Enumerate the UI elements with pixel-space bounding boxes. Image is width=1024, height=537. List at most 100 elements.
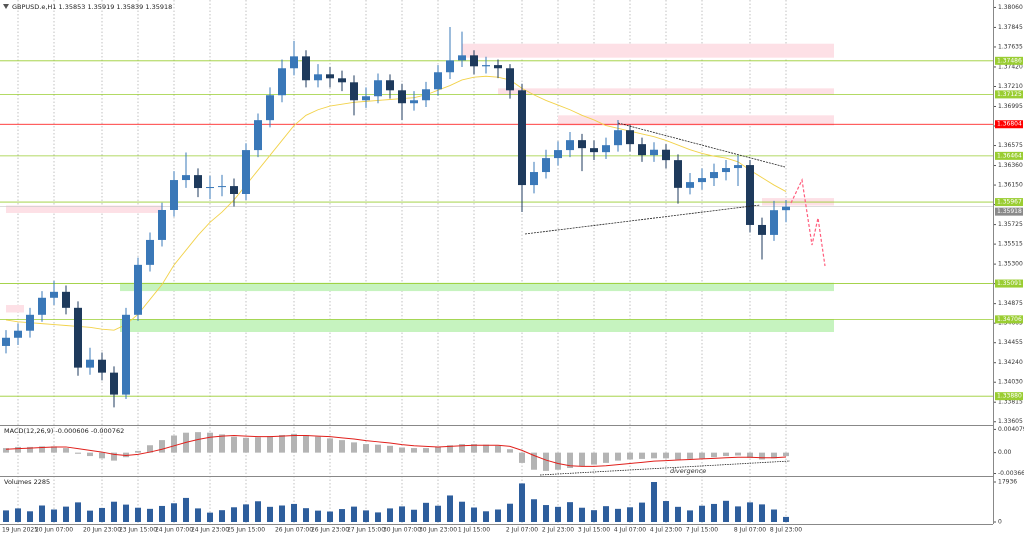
volume-bar (783, 516, 789, 522)
macd-bar (483, 444, 489, 453)
volume-bar (183, 497, 189, 522)
macd-bar (639, 452, 645, 459)
macd-bar (783, 452, 789, 457)
candle-body (638, 144, 646, 156)
macd-bar (135, 450, 141, 453)
volume-bar (219, 510, 225, 522)
macd-bar (111, 452, 117, 461)
x-tick-label: 20 Jun 23:00 (83, 527, 121, 534)
candle-body (290, 56, 298, 69)
candle-body (110, 372, 118, 395)
macd-bar (687, 452, 693, 459)
candle-body (254, 120, 262, 151)
candle-body (206, 187, 214, 189)
zone (6, 205, 162, 213)
volume-bar (267, 506, 273, 522)
candle-body (518, 90, 526, 186)
macd-bar (387, 445, 393, 453)
macd-bar (327, 438, 333, 453)
volume-bar (483, 511, 489, 522)
volume-bar (747, 502, 753, 522)
volume-bar (327, 511, 333, 522)
macd-bar (171, 435, 177, 453)
volume-bar (147, 508, 153, 522)
candle-body (158, 209, 166, 240)
divergence-line (539, 460, 791, 476)
level-label: 1.36804 (997, 121, 1022, 128)
candle-body (446, 60, 454, 73)
volume-bar (459, 501, 465, 522)
candle-body (422, 89, 430, 101)
icon (3, 4, 9, 9)
macd-bar (651, 452, 657, 459)
x-tick-label: 27 Jun 15:00 (347, 527, 385, 534)
y-tick-label: 1.33815 (998, 399, 1023, 406)
macd-bar (723, 452, 729, 457)
volume-bar (411, 509, 417, 522)
volume-bar (159, 505, 165, 522)
y-tick-label: 1.38060 (998, 4, 1023, 11)
macd-bar (555, 452, 561, 470)
zone (462, 43, 834, 58)
x-tick-label: 4 Jul 23:00 (650, 527, 682, 534)
symbol-title: GBPUSD.e,H1 1.35853 1.35919 1.35839 1.35… (12, 3, 172, 11)
candle-body (470, 55, 478, 67)
y-tick-label: 1.33605 (998, 418, 1023, 425)
macd-bar (159, 440, 165, 453)
candle-body (554, 150, 562, 159)
volume-bar (63, 506, 69, 522)
volume-bar (567, 502, 573, 522)
y-tick-label: 1.35725 (998, 221, 1023, 228)
volume-bar (735, 506, 741, 522)
volume-bar (123, 504, 129, 522)
moving-average (5, 75, 787, 331)
x-tick-label: 7 Jul 15:00 (686, 527, 718, 534)
volume-bar (39, 505, 45, 522)
candle-body (314, 74, 322, 81)
y-tick-label: 1.34875 (998, 300, 1023, 307)
annotation: divergence (670, 467, 706, 475)
macd-bar (591, 452, 597, 465)
volume-bar (447, 495, 453, 522)
candle-body (14, 330, 22, 338)
macd-bar (663, 452, 669, 459)
y-tick-label: 1.34240 (998, 359, 1023, 366)
macd-bar (771, 452, 777, 459)
macd-bar (675, 452, 681, 460)
volume-bar (423, 502, 429, 522)
candle-body (770, 210, 778, 235)
candle-body (578, 140, 586, 149)
macd-bar (567, 452, 573, 469)
candle-body (662, 149, 670, 161)
volume-bar (171, 503, 177, 522)
x-tick-label: 30 Jun 23:00 (419, 527, 457, 534)
volume-bar (675, 506, 681, 522)
volume-bar (591, 510, 597, 522)
y-tick-label: 1.36995 (998, 103, 1023, 110)
macd-bar (471, 444, 477, 453)
volume-bar (519, 483, 525, 522)
macd-bar (435, 446, 441, 453)
macd-bar (711, 452, 717, 458)
volume-bar (543, 505, 549, 522)
macd-bar (315, 436, 321, 453)
macd-bar (15, 446, 21, 453)
macd-bar (399, 447, 405, 453)
x-tick-label: 26 Jun 23:00 (311, 527, 349, 534)
volume-bar (555, 506, 561, 522)
x-tick-label: 3 Jul 15:00 (578, 527, 610, 534)
candle-body (98, 359, 106, 373)
level-label: 1.35967 (997, 199, 1022, 206)
x-tick-label: 8 Jul 07:00 (734, 527, 766, 534)
macd-bar (747, 452, 753, 458)
x-tick-label: 20 Jun 07:00 (35, 527, 73, 534)
candle-body (194, 175, 202, 189)
candle-body (614, 130, 622, 146)
macd-bar (507, 449, 513, 453)
macd-bar (87, 452, 93, 457)
level-label: 1.33880 (997, 393, 1022, 400)
volume-bar (663, 501, 669, 522)
macd-bar (123, 452, 129, 458)
candle-body (626, 130, 634, 145)
